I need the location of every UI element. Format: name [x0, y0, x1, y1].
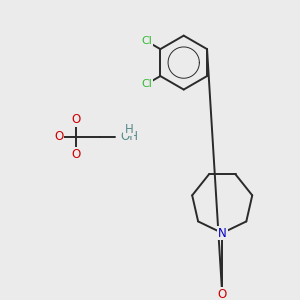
- Text: O: O: [54, 130, 63, 143]
- Text: Cl: Cl: [142, 36, 152, 46]
- Text: N: N: [218, 226, 226, 239]
- Text: O: O: [71, 113, 80, 126]
- Text: O: O: [71, 148, 80, 160]
- Text: Cl: Cl: [142, 79, 152, 89]
- Text: O: O: [218, 288, 227, 300]
- Text: H: H: [124, 122, 133, 136]
- Text: OH: OH: [120, 130, 138, 143]
